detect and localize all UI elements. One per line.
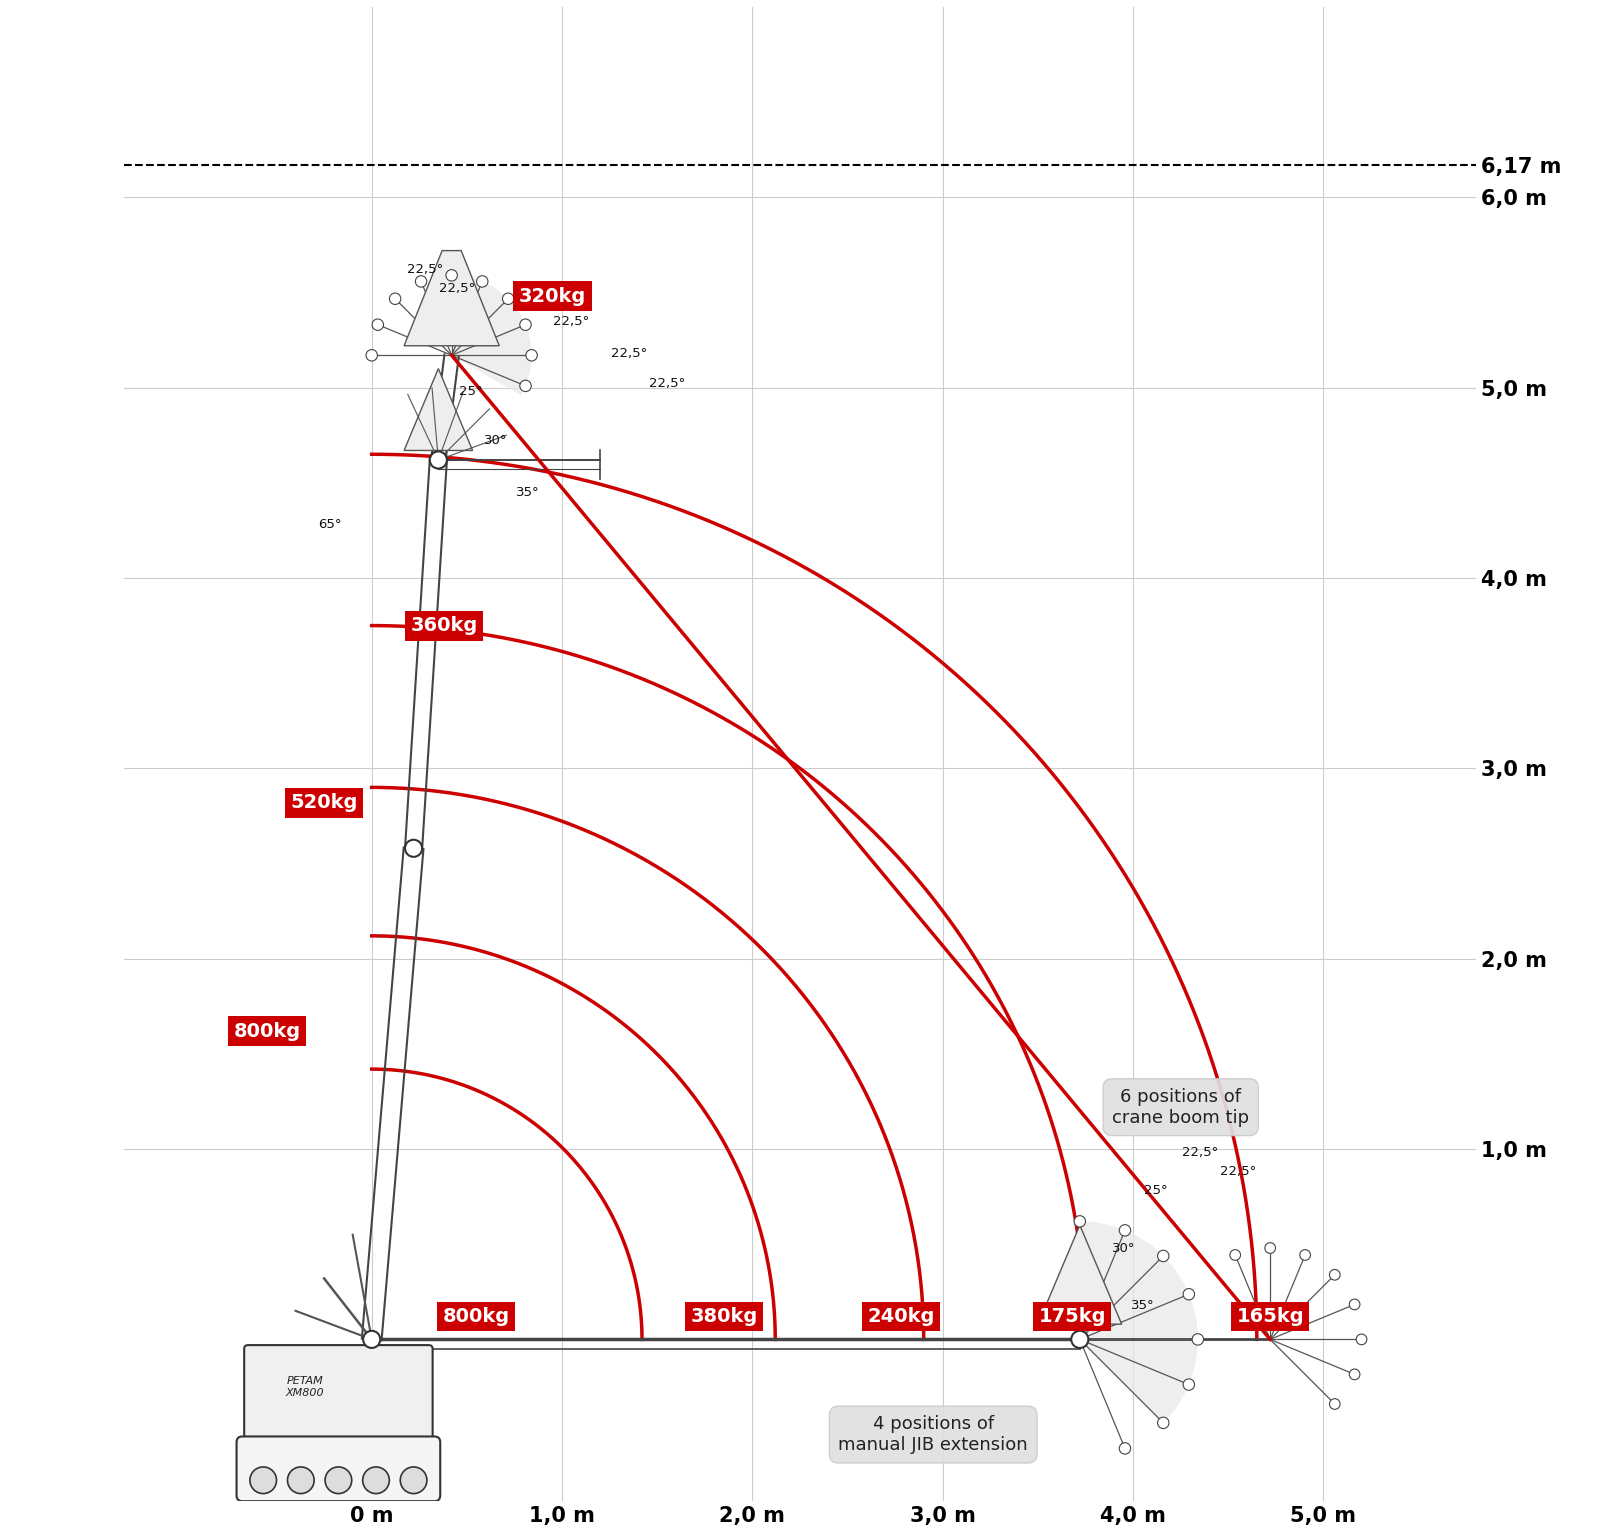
Text: 35°: 35°	[515, 486, 539, 498]
Circle shape	[1330, 1269, 1341, 1280]
Circle shape	[1157, 1251, 1170, 1262]
Text: 22,5°: 22,5°	[1182, 1147, 1218, 1159]
Circle shape	[446, 270, 458, 281]
Polygon shape	[1080, 1222, 1198, 1423]
Text: 800kg: 800kg	[443, 1308, 510, 1326]
Text: PETAM
XM800: PETAM XM800	[286, 1377, 325, 1398]
Circle shape	[1120, 1225, 1131, 1236]
FancyBboxPatch shape	[245, 1344, 432, 1458]
Polygon shape	[405, 368, 472, 451]
Text: 22,5°: 22,5°	[406, 264, 443, 276]
Text: 22,5°: 22,5°	[1219, 1165, 1256, 1179]
Circle shape	[1074, 1216, 1085, 1226]
Circle shape	[405, 840, 422, 857]
Circle shape	[526, 350, 538, 360]
Circle shape	[1192, 1334, 1203, 1344]
Circle shape	[288, 1467, 314, 1493]
Text: 30°: 30°	[1112, 1242, 1136, 1254]
Circle shape	[1266, 1243, 1275, 1254]
Circle shape	[250, 1467, 277, 1493]
Circle shape	[1230, 1249, 1240, 1260]
Circle shape	[389, 293, 402, 305]
Text: 360kg: 360kg	[411, 616, 478, 635]
Circle shape	[416, 276, 427, 287]
Text: 800kg: 800kg	[234, 1021, 301, 1041]
Text: 165kg: 165kg	[1237, 1308, 1304, 1326]
Polygon shape	[405, 250, 499, 346]
Polygon shape	[451, 276, 531, 396]
Circle shape	[430, 451, 446, 469]
Circle shape	[1330, 1398, 1341, 1409]
Text: 4 positions of
manual JIB extension: 4 positions of manual JIB extension	[838, 1415, 1029, 1453]
Text: 6 positions of
crane boom tip: 6 positions of crane boom tip	[1112, 1088, 1250, 1127]
Circle shape	[520, 319, 531, 331]
Circle shape	[477, 276, 488, 287]
FancyBboxPatch shape	[237, 1436, 440, 1501]
Text: 320kg: 320kg	[518, 287, 586, 305]
Circle shape	[373, 319, 384, 331]
Text: 25°: 25°	[459, 385, 483, 399]
Text: 22,5°: 22,5°	[554, 314, 590, 328]
Text: 35°: 35°	[1131, 1298, 1155, 1312]
Circle shape	[1349, 1298, 1360, 1309]
Circle shape	[1357, 1334, 1366, 1344]
Text: 25°: 25°	[1144, 1185, 1168, 1197]
Circle shape	[1299, 1249, 1310, 1260]
Circle shape	[1182, 1378, 1195, 1390]
Circle shape	[363, 1331, 381, 1348]
Text: 175kg: 175kg	[1038, 1308, 1106, 1326]
Text: 65°: 65°	[318, 518, 341, 532]
Circle shape	[363, 1467, 389, 1493]
Circle shape	[325, 1467, 352, 1493]
Text: 22,5°: 22,5°	[648, 377, 685, 391]
Circle shape	[1120, 1443, 1131, 1455]
Polygon shape	[1038, 1225, 1122, 1325]
Text: 520kg: 520kg	[291, 793, 358, 812]
Circle shape	[502, 293, 514, 305]
Text: 240kg: 240kg	[867, 1308, 934, 1326]
Text: 22,5°: 22,5°	[440, 282, 475, 296]
Circle shape	[1072, 1331, 1088, 1348]
Circle shape	[520, 380, 531, 391]
Circle shape	[1349, 1369, 1360, 1380]
Circle shape	[1182, 1289, 1195, 1300]
Text: 22,5°: 22,5°	[611, 346, 646, 360]
Circle shape	[366, 350, 378, 360]
Circle shape	[1157, 1416, 1170, 1429]
Circle shape	[400, 1467, 427, 1493]
Text: 380kg: 380kg	[690, 1308, 757, 1326]
Text: 30°: 30°	[483, 434, 507, 448]
